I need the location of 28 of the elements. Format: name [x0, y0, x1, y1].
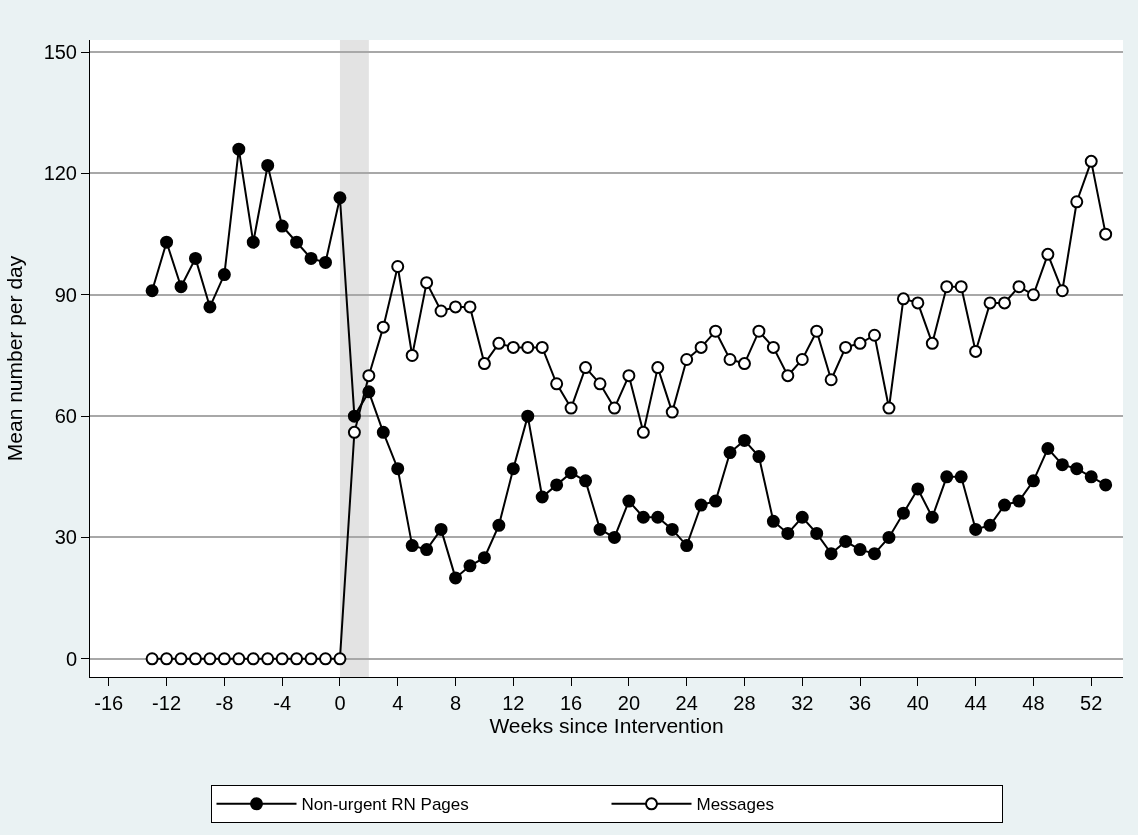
y-tick-label: 0 [65, 647, 77, 670]
y-tick-label: 120 [43, 162, 77, 185]
legend-label: Non-urgent RN Pages [301, 795, 469, 815]
x-tick-label: 16 [559, 692, 583, 714]
x-tick-label: 4 [392, 692, 404, 714]
x-tick-label: 24 [675, 692, 698, 714]
x-tick-label: 20 [617, 692, 641, 714]
x-tick-label: 36 [848, 692, 872, 714]
legend-label: Messages [696, 795, 774, 815]
x-tick-label: 8 [449, 692, 462, 714]
x-tick-label: 32 [791, 692, 814, 714]
x-tick-label: 52 [1080, 692, 1103, 714]
x-tick-label: 12 [502, 692, 525, 714]
y-tick-label: 150 [43, 41, 77, 64]
y-tick-label: 90 [54, 283, 77, 306]
x-tick-label: 40 [906, 692, 929, 714]
y-axis-title: Mean number per day [2, 255, 26, 462]
x-axis-title: Weeks since Intervention [489, 714, 724, 737]
x-tick-label: -12 [152, 692, 182, 714]
x-tick-label: -4 [273, 692, 292, 714]
x-tick-label: 44 [964, 692, 987, 714]
x-tick-label: 48 [1022, 692, 1045, 714]
y-tick-label: 30 [54, 526, 77, 549]
x-tick-label: 0 [334, 692, 346, 714]
x-tick-label: -16 [94, 692, 124, 714]
x-tick-label: -8 [215, 692, 234, 714]
y-tick-label: 60 [54, 405, 77, 428]
x-tick-label: 28 [733, 692, 756, 714]
